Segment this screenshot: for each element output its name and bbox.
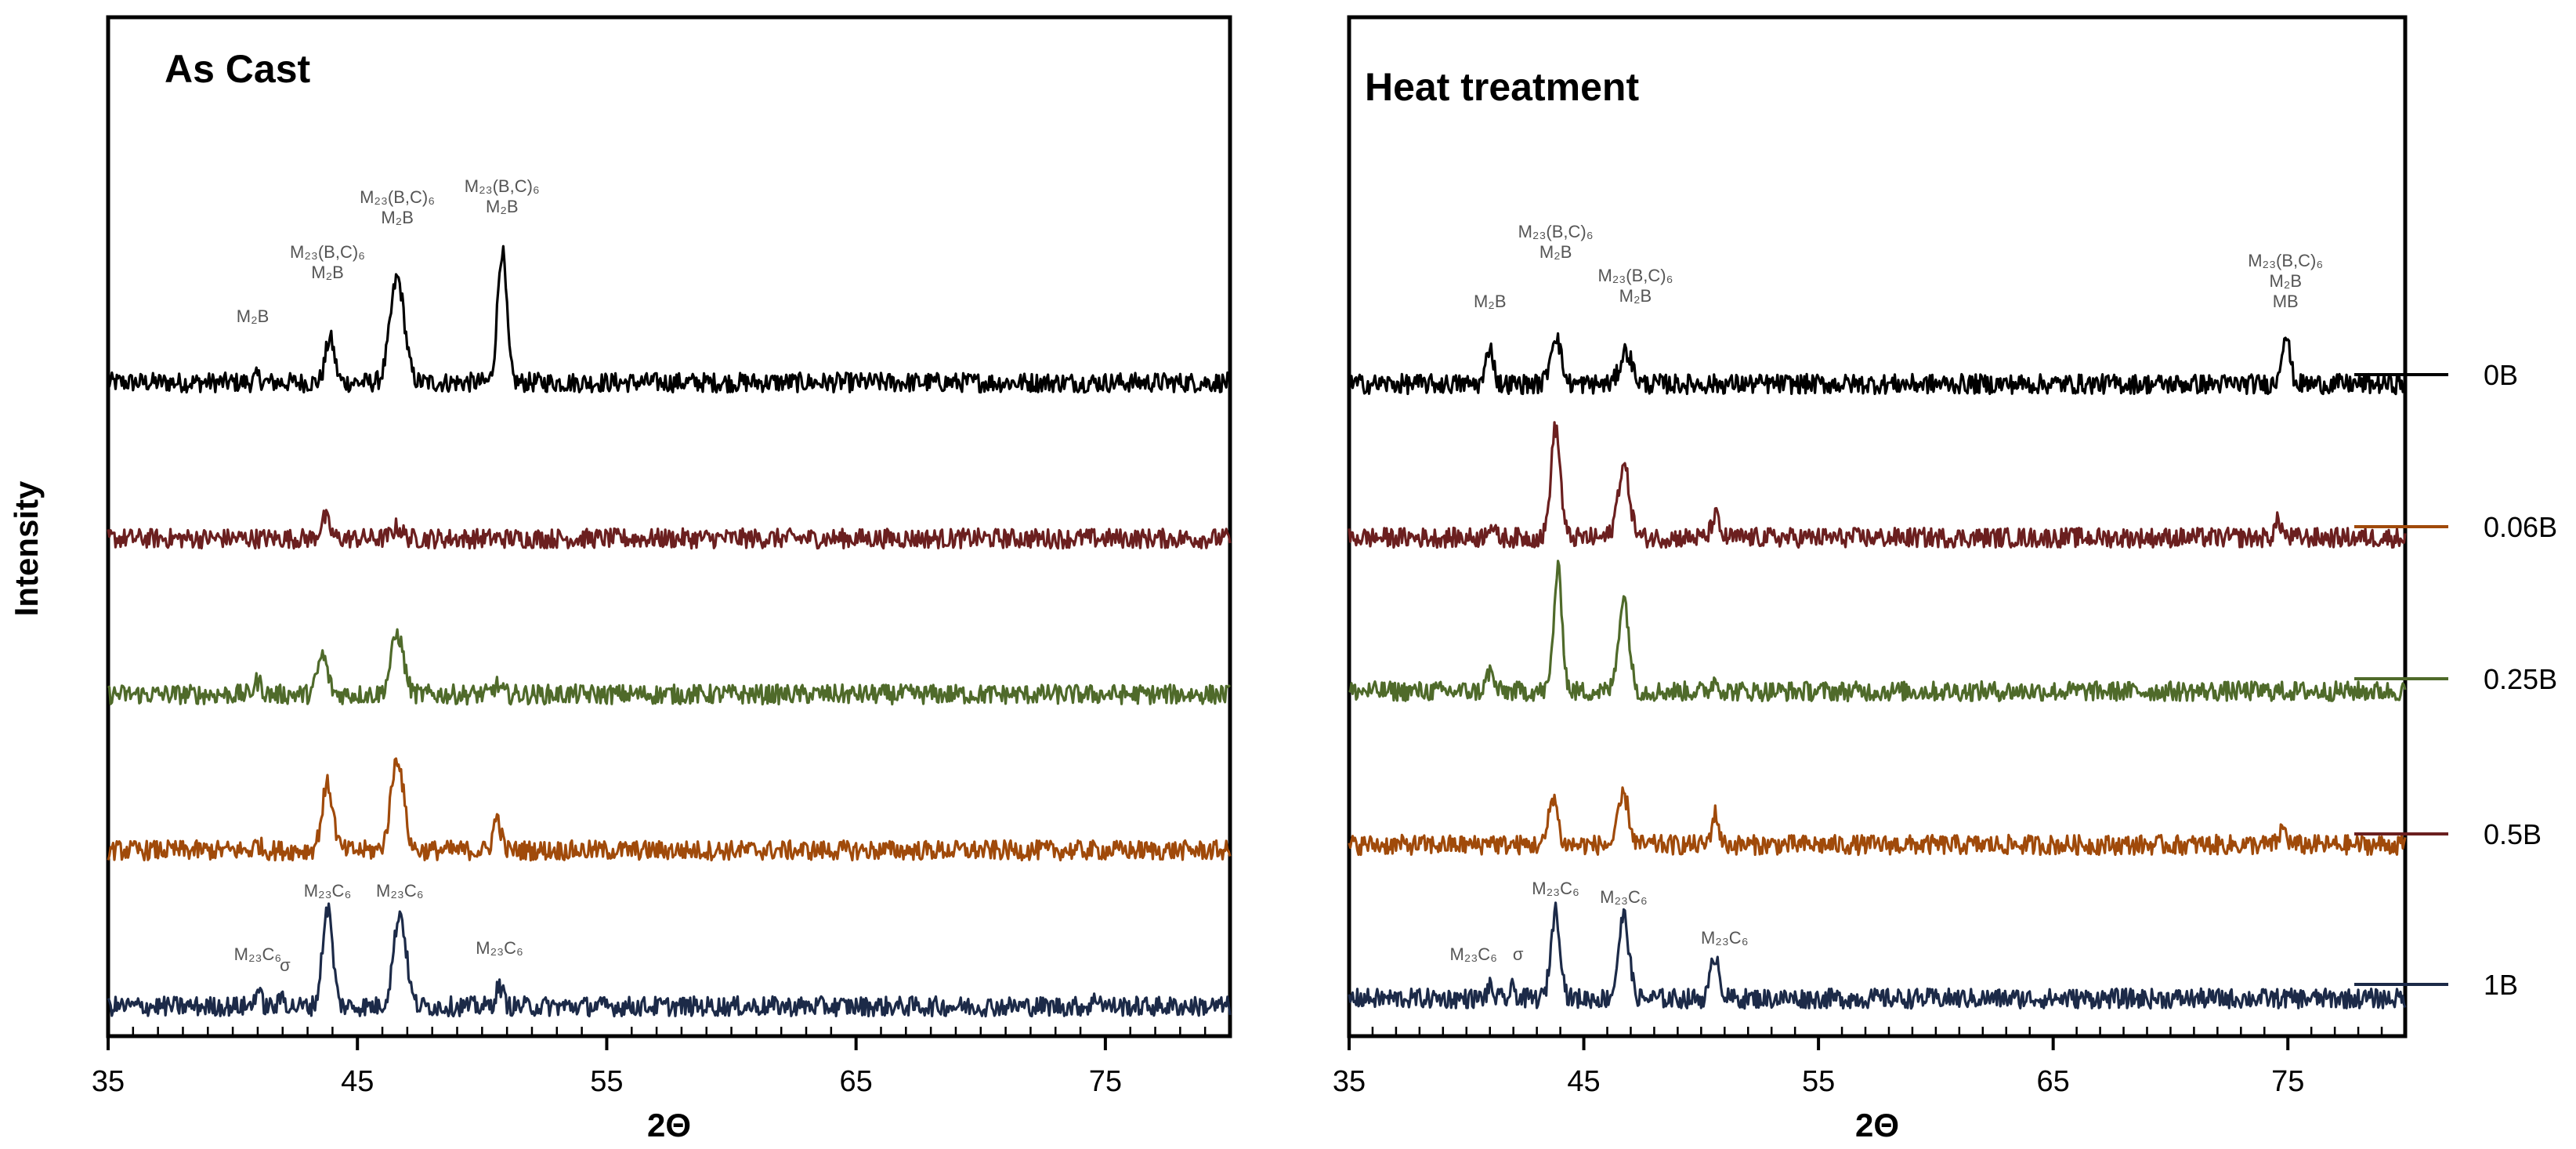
peak-label: M₂₃(B,C)₆ <box>1518 222 1594 241</box>
peak-label: M₂₃C₆ <box>304 881 352 901</box>
series-line-0B <box>1348 332 2407 396</box>
x-tick-label: 75 <box>1089 1065 1122 1098</box>
peak-label: M₂₃(B,C)₆ <box>290 242 365 262</box>
peak-label: M₂B <box>1474 292 1507 311</box>
peak-label: M₂B <box>381 208 414 227</box>
peak-label: M₂B <box>2269 271 2302 291</box>
peak-label: M₂₃(B,C)₆ <box>1597 266 1673 285</box>
peak-label: M₂₃C₆ <box>1600 887 1648 907</box>
x-axis-title: 2Θ <box>647 1107 691 1144</box>
peak-label: M₂B <box>311 263 344 282</box>
y-axis-title: Intensity <box>8 480 45 616</box>
x-tick-label: 55 <box>590 1065 623 1098</box>
peak-label: M₂₃C₆ <box>376 881 424 901</box>
x-tick-label: 35 <box>1333 1065 1366 1098</box>
plot-frame <box>1347 15 2408 1038</box>
x-tick-label: 35 <box>92 1065 125 1098</box>
panel-title: As Cast <box>165 47 311 91</box>
series-line-0.06B <box>1348 421 2407 549</box>
legend: 0B 0.06B 0.25B 0.5B 1B <box>2354 359 2557 1001</box>
peak-label: M₂B <box>486 197 519 216</box>
peak-label: M₂B <box>237 306 270 326</box>
peak-label: M₂₃(B,C)₆ <box>2248 251 2323 270</box>
peak-label: M₂₃C₆ <box>1532 879 1579 898</box>
peak-label: M₂B <box>1539 242 1572 262</box>
x-tick-label: 65 <box>2037 1065 2070 1098</box>
x-tick-label: 75 <box>2271 1065 2304 1098</box>
peak-label: σ <box>1513 944 1524 964</box>
peak-label: M₂₃C₆ <box>1449 944 1497 964</box>
series-line-0.5B <box>1348 786 2407 857</box>
series-line-0B <box>107 245 1232 394</box>
legend-label: 1B <box>2484 969 2518 1001</box>
peak-label: MB <box>2273 292 2299 311</box>
legend-label: 0.06B <box>2484 511 2557 543</box>
peak-label: M₂₃C₆ <box>234 944 282 964</box>
legend-label: 0.5B <box>2484 818 2542 850</box>
peak-label: M₂₃(B,C)₆ <box>465 176 540 196</box>
x-tick-label: 55 <box>1802 1065 1835 1098</box>
series-line-0.5B <box>107 757 1232 862</box>
x-tick-label: 65 <box>840 1065 873 1098</box>
x-axis-title: 2Θ <box>1855 1107 1899 1144</box>
x-tick-label: 45 <box>1567 1065 1600 1098</box>
series-line-0.25B <box>107 628 1232 706</box>
x-tick-label: 45 <box>341 1065 374 1098</box>
series-line-1B <box>1348 901 2407 1010</box>
peak-label: M₂₃C₆ <box>1701 928 1749 948</box>
series-line-0.25B <box>1348 560 2407 703</box>
legend-label: 0B <box>2484 359 2518 391</box>
legend-label: 0.25B <box>2484 663 2557 695</box>
plot-frame <box>106 15 1232 1038</box>
peak-label: M₂B <box>1619 286 1652 306</box>
peak-label: M₂₃C₆ <box>476 938 523 958</box>
series-line-1B <box>107 902 1232 1018</box>
series-line-0.06B <box>107 509 1232 550</box>
panel-title: Heat treatment <box>1365 65 1639 109</box>
peak-label: σ <box>280 955 291 975</box>
peak-label: M₂₃(B,C)₆ <box>360 187 435 207</box>
